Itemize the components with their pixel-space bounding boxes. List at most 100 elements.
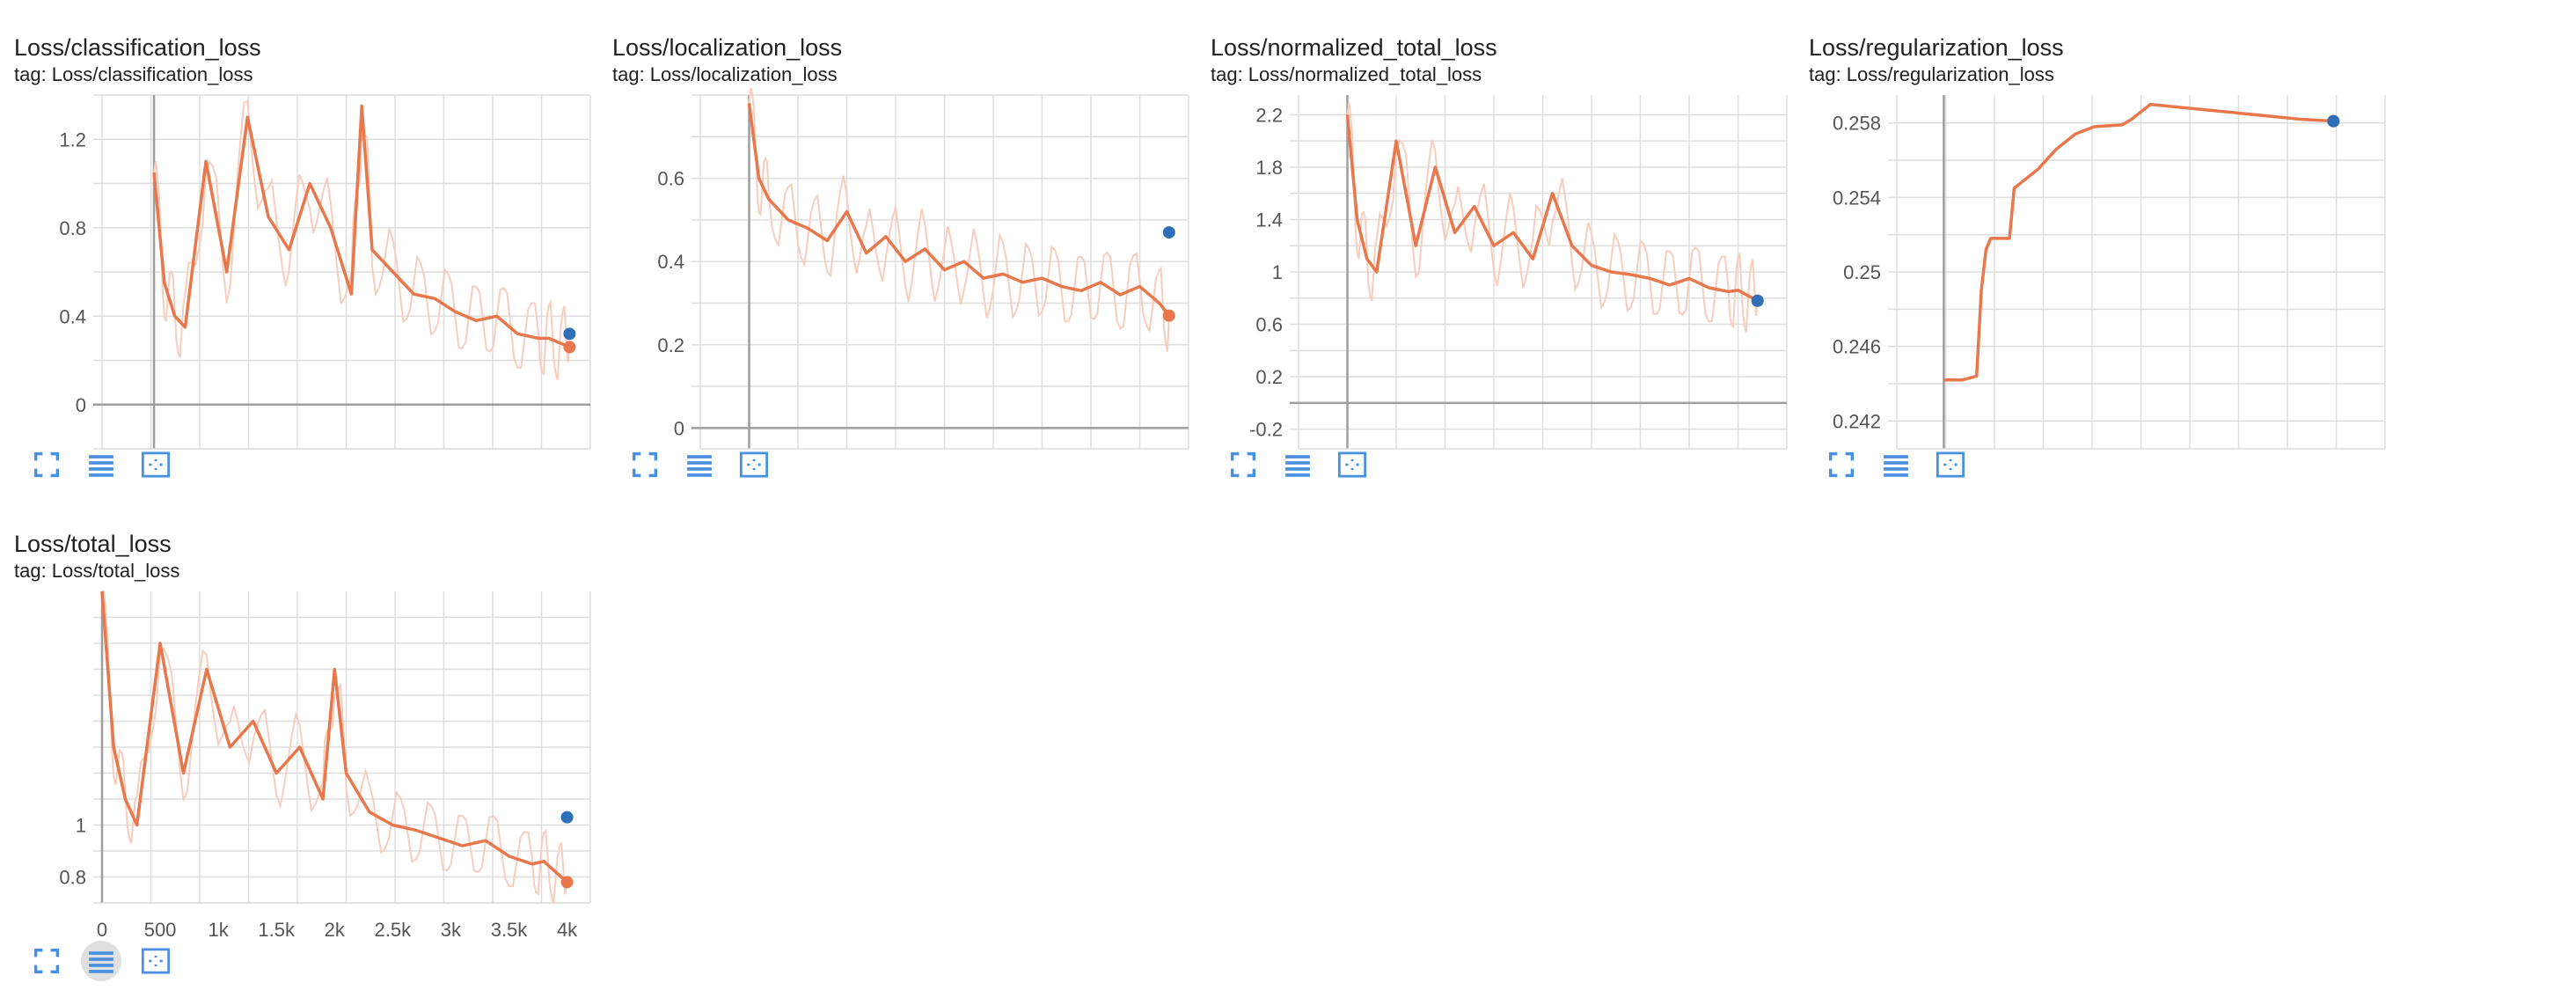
y-tick-label: 0.242 [1833,410,1881,432]
y-tick-label: 0.246 [1833,336,1881,358]
last-value-marker [563,341,576,354]
hover-value-marker [563,327,576,341]
data-table-button[interactable] [1277,444,1318,485]
y-tick-label: 0.2 [1255,366,1283,388]
data-table-icon [1285,455,1310,477]
chart-tag: tag: Loss/classification_loss [14,63,253,85]
x-tick-label: 0 [97,919,107,941]
raw-series-line [748,88,1170,352]
chart-toolbar [26,941,176,981]
hover-value-marker [2327,114,2340,128]
data-table-button[interactable] [679,444,720,485]
y-tick-label: 1 [1272,261,1283,283]
fullscreen-button[interactable] [26,941,67,981]
data-table-button[interactable] [1876,444,1916,485]
chart-title: Loss/total_loss [14,531,172,557]
fit-domain-button[interactable] [135,941,176,981]
fullscreen-button[interactable] [1821,444,1862,485]
y-tick-label: 0.8 [59,867,86,889]
x-tick-label: 3.5k [491,919,529,941]
chart-toolbar [26,445,176,484]
fullscreen-button[interactable] [1223,444,1263,485]
chart-card-total-loss: Loss/total_loss tag: Loss/total_loss 1 0.… [14,530,591,1005]
chart-card-localization-loss: Loss/localization_loss tag: Loss/localiz… [612,33,1189,509]
fullscreen-button[interactable] [625,444,665,485]
chart-toolbar [625,445,774,484]
data-table-button[interactable] [81,941,121,981]
x-tick-label: 2k [325,919,346,941]
fit-domain-button[interactable] [1332,444,1372,485]
x-tick-label: 3k [441,919,462,941]
chart-title: Loss/classification_loss [14,34,261,61]
chart-title: Loss/normalized_total_loss [1211,34,1497,61]
data-table-icon [687,455,712,477]
y-tick-label: 0.4 [59,305,86,327]
fullscreen-icon [33,451,60,478]
hover-value-marker [560,811,574,824]
data-table-button[interactable] [81,444,121,485]
last-value-marker [1162,309,1175,322]
data-table-icon [89,455,113,477]
smoothed-series-line [100,591,568,884]
fullscreen-icon [33,948,60,974]
smoothed-series-line [152,104,571,349]
raw-series-line [153,99,571,380]
fit-domain-icon [141,948,171,974]
fit-domain-icon [739,451,769,478]
y-tick-label: 0.6 [657,168,684,190]
x-tick-label: 1.5k [258,919,296,941]
data-table-icon [1884,455,1908,477]
line-chart[interactable]: 1.2 0.8 0.4 0 [14,88,595,458]
chart-card-regularization-loss: Loss/regularization_loss tag: Loss/regul… [1809,33,2386,509]
chart-card-normalized-total-loss: Loss/normalized_total_loss tag: Loss/nor… [1211,33,1788,509]
y-tick-label: 1 [76,815,86,837]
fullscreen-icon [1828,451,1855,478]
y-tick-label: 0.2 [657,334,684,356]
fit-domain-icon [141,451,171,478]
chart-toolbar [1223,445,1372,484]
y-tick-label: 0 [674,417,684,439]
fullscreen-icon [1230,451,1256,478]
y-tick-label: 0.8 [59,217,86,239]
x-tick-label: 1k [209,919,230,941]
y-tick-label: 0.4 [657,251,684,273]
y-tick-label: -0.2 [1249,419,1283,441]
y-tick-label: 1.8 [1255,157,1283,179]
chart-tag: tag: Loss/regularization_loss [1809,63,2054,85]
chart-tag: tag: Loss/localization_loss [612,63,838,85]
y-tick-label: 1.2 [59,128,86,150]
line-chart[interactable]: 2.2 1.8 1.4 1 0.6 0.2 -0.2 [1211,88,1791,458]
line-chart[interactable]: 0.6 0.4 0.2 0 [612,88,1193,458]
line-chart[interactable]: 1 0.8 0 500 1k 1.5k 2k 2.5k 3k 3.5k 4k [14,584,595,954]
y-tick-label: 0.258 [1833,113,1881,135]
y-tick-label: 0.25 [1843,261,1881,283]
fullscreen-button[interactable] [26,444,67,485]
x-tick-label: 500 [144,919,177,941]
fit-domain-icon [1337,451,1367,478]
x-tick-label: 4k [557,919,578,941]
y-tick-label: 0 [76,394,86,416]
data-table-icon [89,951,113,973]
y-tick-label: 0.254 [1833,187,1881,209]
chart-toolbar [1821,445,1971,484]
fit-domain-icon [1936,451,1965,478]
y-tick-label: 0.6 [1255,314,1283,336]
y-tick-label: 2.2 [1255,104,1283,126]
fit-domain-button[interactable] [1930,444,1971,485]
y-tick-label: 1.4 [1255,209,1283,231]
x-tick-label: 2.5k [375,919,413,941]
raw-series-line [1346,102,1759,334]
last-value-marker [560,876,574,889]
chart-tag: tag: Loss/total_loss [14,560,180,582]
chart-tag: tag: Loss/normalized_total_loss [1211,63,1482,85]
hover-value-marker [1162,226,1175,239]
smoothed-series-line [747,103,1171,317]
fit-domain-button[interactable] [734,444,774,485]
chart-title: Loss/localization_loss [612,34,843,61]
hover-value-marker [1751,294,1764,307]
chart-card-classification-loss: Loss/classification_loss tag: Loss/class… [14,33,591,509]
smoothed-series-line [1943,102,2334,382]
fit-domain-button[interactable] [135,444,176,485]
line-chart[interactable]: 0.258 0.254 0.25 0.246 0.242 [1809,88,2389,458]
fullscreen-icon [632,451,658,478]
